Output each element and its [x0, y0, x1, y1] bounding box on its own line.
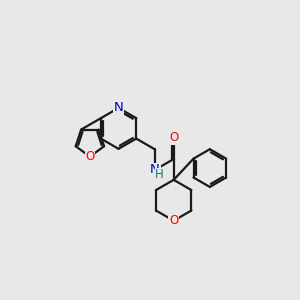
Text: N: N	[150, 163, 160, 176]
Text: O: O	[85, 150, 94, 163]
Text: H: H	[155, 168, 164, 181]
Text: O: O	[169, 214, 178, 227]
Text: N: N	[114, 101, 123, 115]
Text: O: O	[169, 131, 178, 144]
